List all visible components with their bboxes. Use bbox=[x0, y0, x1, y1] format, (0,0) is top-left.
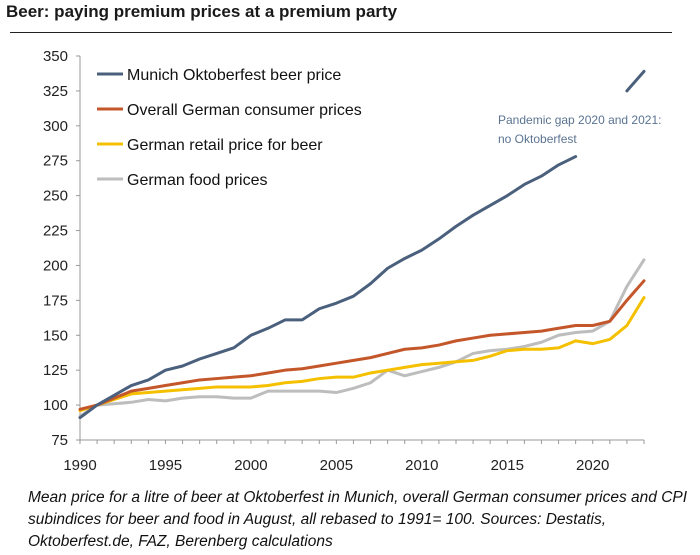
chart-caption: Mean price for a litre of beer at Oktobe… bbox=[28, 489, 688, 550]
y-tick-label: 225 bbox=[43, 223, 68, 240]
legend-label: Overall German consumer prices bbox=[127, 102, 362, 119]
legend-label: German food prices bbox=[127, 172, 268, 189]
y-tick-label: 175 bbox=[43, 292, 68, 309]
x-tick-label: 2015 bbox=[491, 457, 524, 474]
y-tick-label: 325 bbox=[43, 83, 68, 100]
x-tick-label: 1995 bbox=[149, 457, 182, 474]
chart-series bbox=[78, 69, 646, 420]
x-tick-label: 1990 bbox=[63, 457, 96, 474]
x-tick-label: 2005 bbox=[320, 457, 353, 474]
y-tick-label: 350 bbox=[43, 48, 68, 65]
y-tick-label: 200 bbox=[43, 257, 68, 274]
y-tick-label: 125 bbox=[43, 362, 68, 379]
legend-label: Munich Oktoberfest beer price bbox=[127, 67, 341, 84]
series-line bbox=[625, 69, 646, 93]
series-line bbox=[78, 155, 578, 420]
chart-legend: Munich Oktoberfest beer price Overall Ger… bbox=[97, 67, 362, 189]
chart-axes: 75 100 125 150 175 200 225 250 275 300 325 350 1990 1… bbox=[43, 48, 645, 474]
y-tick-label: 250 bbox=[43, 188, 68, 205]
series-line bbox=[78, 296, 646, 413]
title-divider bbox=[10, 32, 672, 33]
x-tick-label: 2010 bbox=[405, 457, 438, 474]
line-chart: 75 100 125 150 175 200 225 250 275 300 325 350 1990 1… bbox=[43, 48, 646, 474]
series-line bbox=[78, 258, 646, 418]
y-tick-label: 275 bbox=[43, 153, 68, 170]
x-tick-label: 2020 bbox=[576, 457, 609, 474]
chart-title: Beer: paying premium prices at a premium… bbox=[6, 2, 398, 21]
pandemic-gap-annotation: Pandemic gap 2020 and 2021: no Oktoberfe… bbox=[498, 113, 662, 146]
y-tick-label: 100 bbox=[43, 397, 68, 414]
legend-label: German retail price for beer bbox=[127, 137, 323, 154]
y-tick-label: 75 bbox=[51, 432, 68, 449]
y-tick-label: 150 bbox=[43, 327, 68, 344]
x-tick-label: 2000 bbox=[234, 457, 267, 474]
y-tick-label: 300 bbox=[43, 118, 68, 135]
series-line bbox=[78, 279, 646, 411]
